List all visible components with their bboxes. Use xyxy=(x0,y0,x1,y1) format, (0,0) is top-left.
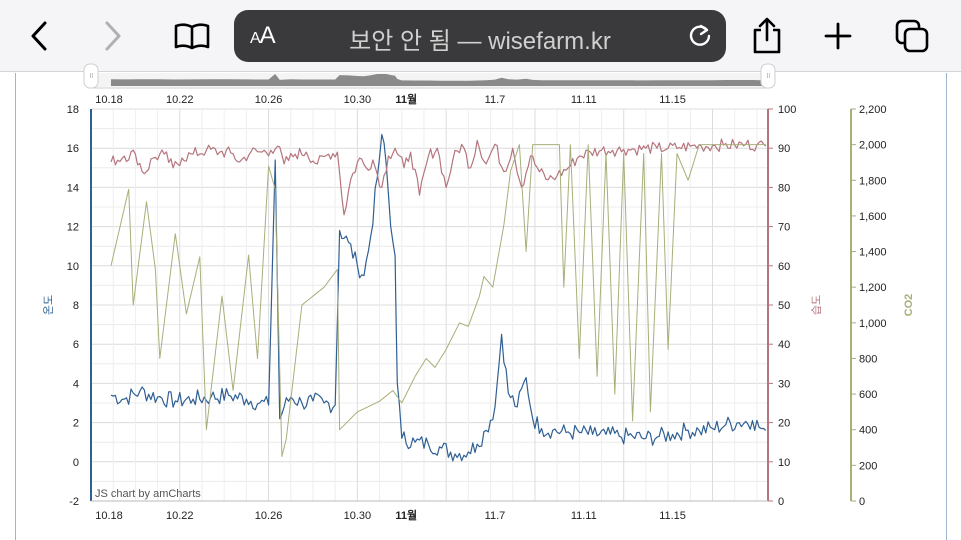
amcharts-credit[interactable]: JS chart by amCharts xyxy=(95,488,201,500)
co2-tick-label: 1,200 xyxy=(859,282,887,294)
co2-tick-label: 1,600 xyxy=(859,211,887,223)
series-line-co2 xyxy=(110,144,766,457)
temperature-tick-label: 8 xyxy=(73,300,79,312)
co2-tick-label: 200 xyxy=(859,460,877,472)
x-tick-label: 10.22 xyxy=(166,510,194,522)
x-tick-label: 11.7 xyxy=(485,510,506,522)
temperature-axis-label: 온도 xyxy=(42,295,55,315)
temperature-tick-label: 0 xyxy=(73,457,79,469)
chevron-left-icon xyxy=(31,21,47,51)
address-bar[interactable]: AA 보안 안 됨 — wisefarm.kr xyxy=(234,10,726,62)
temperature-tick-label: 18 xyxy=(67,104,79,116)
humidity-tick-label: 0 xyxy=(778,496,784,508)
temperature-tick-label: 14 xyxy=(67,182,79,194)
chart-series xyxy=(110,133,767,462)
co2-tick-label: 2,200 xyxy=(859,104,887,116)
navigator-tick-label: 11.15 xyxy=(659,94,686,106)
reload-button[interactable] xyxy=(684,20,716,52)
x-axis-ticks: 10.18 10.22 10.26 10.30 11월 11.7 11.11 11.15 xyxy=(95,508,686,522)
humidity-axis-label: 습도 xyxy=(810,295,823,315)
co2-tick-label: 0 xyxy=(859,496,865,508)
range-navigator[interactable]: ॥ ॥ 10.18 10.22 10.26 10.30 11월 11.7 11.11 11.1… xyxy=(83,63,776,106)
navigator-area xyxy=(111,74,766,86)
temperature-tick-label: -2 xyxy=(69,496,79,508)
new-tab-button[interactable] xyxy=(816,14,860,58)
humidity-tick-label: 80 xyxy=(778,182,790,194)
x-tick-label: 10.18 xyxy=(95,510,123,522)
x-tick-label: 11월 xyxy=(395,508,417,522)
book-icon xyxy=(174,23,210,50)
bookmarks-button[interactable] xyxy=(170,14,214,58)
back-button[interactable] xyxy=(18,14,62,58)
co2-tick-label: 1,800 xyxy=(859,175,887,187)
panel-right-border xyxy=(946,73,947,540)
navigator-tick-label: 11.7 xyxy=(485,94,506,106)
humidity-tick-label: 90 xyxy=(778,143,790,155)
tabs-icon xyxy=(895,19,929,53)
co2-tick-label: 2,000 xyxy=(859,140,887,152)
grip-right-icon: ॥ xyxy=(766,71,771,80)
navigator-ticks: 10.18 10.22 10.26 10.30 11월 11.7 11.11 11.15 xyxy=(95,92,686,106)
humidity-tick-label: 100 xyxy=(778,104,796,116)
browser-toolbar: AA 보안 안 됨 — wisefarm.kr xyxy=(0,0,961,72)
co2-axis-label: CO2 xyxy=(903,294,915,317)
temperature-tick-label: 12 xyxy=(67,222,79,234)
chart-axes xyxy=(90,108,856,502)
temperature-tick-label: 10 xyxy=(67,261,79,273)
temperature-tick-label: 16 xyxy=(67,143,79,155)
share-button[interactable] xyxy=(745,14,789,58)
share-icon xyxy=(753,17,781,54)
co2-tick-label: 600 xyxy=(859,389,877,401)
y-axis-ticks: -2 0 2 4 6 8 10 12 14 16 18 0 10 20 30 40 50 60 70 80 90 100 0… xyxy=(67,104,887,508)
humidity-tick-label: 20 xyxy=(778,418,790,430)
co2-tick-label: 1,400 xyxy=(859,247,887,259)
navigator-tick-label: 11.11 xyxy=(571,94,597,106)
navigator-tick-label: 10.22 xyxy=(166,94,194,106)
plus-icon xyxy=(824,22,852,50)
series-line-humidity xyxy=(110,138,767,216)
temperature-tick-label: 2 xyxy=(73,418,79,430)
x-tick-label: 11.11 xyxy=(571,510,597,522)
temperature-tick-label: 6 xyxy=(73,339,79,351)
chevron-right-icon xyxy=(105,21,121,51)
forward-button[interactable] xyxy=(90,14,134,58)
reader-aa-button[interactable]: AA xyxy=(250,22,276,49)
tabs-button[interactable] xyxy=(890,14,934,58)
x-tick-label: 11.15 xyxy=(659,510,686,522)
panel-left-border xyxy=(15,73,16,540)
address-text[interactable]: 보안 안 됨 — wisefarm.kr xyxy=(349,28,611,55)
series-line-temperature xyxy=(110,133,767,462)
x-tick-label: 10.26 xyxy=(255,510,283,522)
humidity-tick-label: 10 xyxy=(778,457,790,469)
humidity-tick-label: 60 xyxy=(778,261,790,273)
navigator-tick-label: 10.26 xyxy=(255,94,283,106)
temperature-tick-label: 4 xyxy=(73,378,79,390)
co2-tick-label: 400 xyxy=(859,425,877,437)
x-tick-label: 10.30 xyxy=(344,510,372,522)
humidity-tick-label: 40 xyxy=(778,339,790,351)
reload-icon xyxy=(689,24,711,46)
humidity-tick-label: 70 xyxy=(778,222,790,234)
humidity-tick-label: 30 xyxy=(778,378,790,390)
grip-left-icon: ॥ xyxy=(89,71,94,80)
navigator-tick-label: 10.18 xyxy=(95,94,123,106)
co2-tick-label: 800 xyxy=(859,353,877,365)
navigator-tick-label: 10.30 xyxy=(344,94,372,106)
navigator-tick-label: 11월 xyxy=(395,92,417,106)
co2-tick-label: 1,000 xyxy=(859,318,887,330)
humidity-tick-label: 50 xyxy=(778,300,790,312)
